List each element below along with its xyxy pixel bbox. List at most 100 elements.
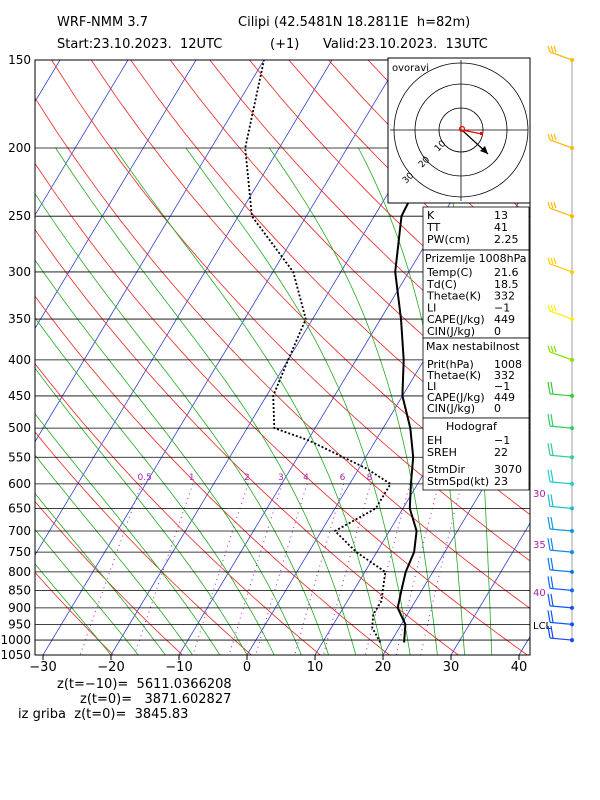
wind-barbs [547, 45, 574, 643]
index-value: 332 [494, 369, 515, 382]
index-value: 0 [494, 325, 501, 338]
mixing-ratio-label: 0.5 [138, 473, 152, 483]
barb-flag [550, 610, 554, 623]
mixing-ratio-label: 3 [278, 473, 284, 483]
x-tick-label: −20 [97, 660, 124, 675]
barb-flag [550, 381, 554, 395]
y-tick-label: 150 [8, 53, 31, 67]
hodograph-trace [461, 129, 483, 135]
barb-flag [550, 625, 554, 639]
index-value: 449 [494, 391, 515, 404]
barb-shaft [549, 528, 573, 532]
moist-adiabat [35, 367, 248, 655]
side-label: 40 [533, 588, 546, 599]
barb-flag [547, 625, 551, 639]
index-label: SREH [427, 446, 457, 459]
wind-barb [547, 381, 574, 398]
barb-flag [550, 494, 554, 507]
wind-barb [547, 516, 574, 534]
isotherm [450, 522, 530, 655]
barb-flag [547, 469, 551, 482]
barb-shaft [549, 505, 573, 509]
index-tables: K 13 TT 41 PW(cm) 2.25 Prizemlje 1008hPaTemp(C… [422, 206, 530, 491]
mixing-ratio-label: 2 [244, 473, 250, 483]
wind-barb [547, 576, 574, 593]
wind-barb [547, 494, 574, 511]
wind-barb [547, 593, 574, 610]
barb-flag [550, 538, 554, 551]
index-label: CIN(J/kg) [427, 402, 475, 415]
mixing-ratio-label: 1 [189, 473, 195, 483]
barb-shaft [549, 454, 573, 458]
hodo-table-title: Hodograf [446, 420, 498, 433]
isotherm [35, 60, 129, 216]
y-tick-label: 250 [8, 209, 31, 223]
index-value: −1 [494, 301, 510, 314]
barb-flag [547, 133, 551, 141]
index-label: StmSpd(kt) [427, 475, 489, 488]
wind-barb [547, 414, 574, 431]
y-tick-label: 1050 [0, 648, 31, 662]
barb-shaft [549, 637, 573, 641]
barb-flag [547, 593, 551, 606]
wind-barb [547, 45, 574, 62]
y-tick-label: 600 [8, 477, 31, 491]
wind-barb [547, 133, 574, 150]
barb-flag [553, 345, 557, 353]
barb-flag [547, 202, 551, 209]
isotherm [35, 60, 197, 330]
barb-flag [547, 538, 551, 551]
y-tick-label: 850 [8, 583, 31, 597]
barb-shaft [549, 621, 573, 625]
x-tick-label: 40 [511, 660, 528, 675]
isotherm [587, 60, 600, 655]
height-minus10: z(t=−10)= 5611.0366208 [57, 677, 232, 692]
moist-adiabat [35, 492, 166, 655]
y-tick-label: 800 [8, 565, 31, 579]
barb-flag [547, 557, 551, 570]
moist-adiabat [35, 528, 139, 655]
mixing-ratio-line [395, 483, 440, 655]
barb-flag [550, 593, 554, 606]
barb-flag [550, 133, 554, 141]
y-tick-label: 1000 [0, 633, 31, 647]
mixing-ratio-label: 8 [367, 473, 373, 483]
moist-adiabat [35, 563, 112, 655]
barb-shaft [549, 310, 573, 320]
dewpoint-profile [244, 60, 392, 643]
forecast-step: (+1) [270, 37, 300, 52]
moist-adiabat [35, 192, 329, 655]
index-value: 41 [494, 221, 508, 234]
barb-flag [550, 345, 554, 353]
barb-flag [553, 202, 557, 209]
moist-adiabat [35, 413, 221, 655]
unstable-title: Max nestabilnost [426, 340, 520, 353]
dry-adiabat [525, 60, 530, 65]
wind-barb [547, 257, 574, 274]
barb-shaft [549, 263, 573, 273]
station-name: Cilipi (42.5481N 18.2811E h=82m) [238, 15, 471, 30]
barb-flag [547, 345, 551, 353]
x-tick-label: −30 [29, 660, 56, 675]
temperature-profile [394, 60, 490, 643]
index-label: CAPE(J/kg) [427, 313, 485, 326]
mixing-ratio-line [192, 483, 249, 655]
index-label: Temp(C) [426, 266, 473, 279]
index-value: 0 [494, 402, 501, 415]
side-label: LCL [533, 621, 552, 632]
index-value: 1008 [494, 358, 522, 371]
y-tick-label: 200 [8, 141, 31, 155]
moist-adiabat [358, 147, 465, 655]
index-value: 18.5 [494, 278, 519, 291]
index-label: Td(C) [426, 278, 457, 291]
barb-flag [547, 576, 551, 589]
barb-flag [547, 443, 551, 456]
barb-flag [550, 45, 554, 53]
y-tick-label: 500 [8, 421, 31, 435]
wind-barb [547, 557, 574, 574]
profiles [244, 60, 490, 643]
barb-flag [547, 45, 551, 53]
barb-flag [553, 304, 557, 312]
y-tick-label: 400 [8, 353, 31, 367]
barb-shaft [549, 139, 573, 149]
